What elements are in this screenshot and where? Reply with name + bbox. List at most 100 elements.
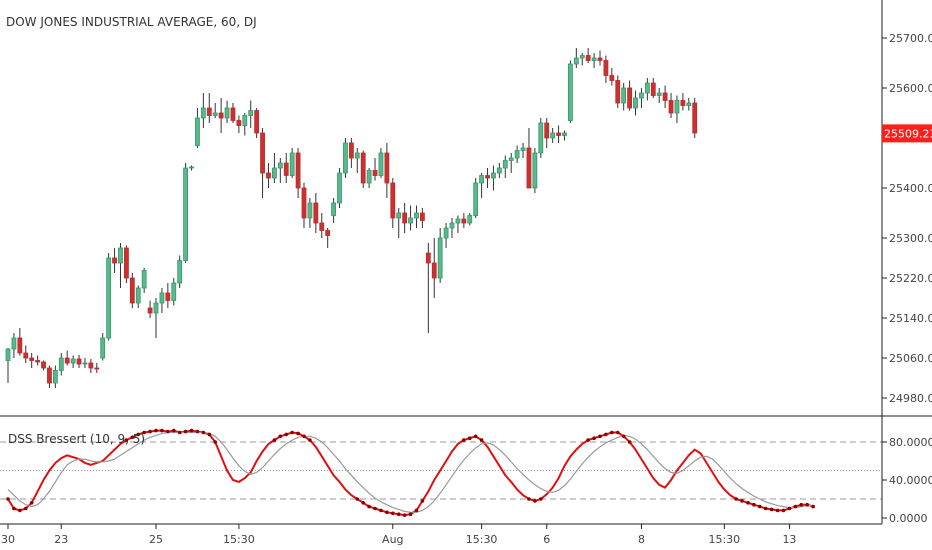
candle-body[interactable] bbox=[189, 166, 194, 169]
candle-body[interactable] bbox=[266, 172, 271, 179]
candle-body[interactable] bbox=[414, 212, 419, 219]
candle-body[interactable] bbox=[532, 152, 538, 189]
candle-body[interactable] bbox=[70, 358, 76, 364]
candle-body[interactable] bbox=[147, 307, 153, 314]
candle-body[interactable] bbox=[35, 360, 40, 363]
candle-body[interactable] bbox=[165, 292, 171, 301]
candle-body[interactable] bbox=[64, 357, 70, 364]
candle-body[interactable] bbox=[236, 120, 242, 126]
candle-body[interactable] bbox=[621, 87, 627, 104]
candle-body[interactable] bbox=[171, 282, 177, 301]
candle-body[interactable] bbox=[195, 117, 200, 146]
candle-body[interactable] bbox=[538, 122, 544, 154]
candle-body[interactable] bbox=[76, 358, 82, 365]
candle-body[interactable] bbox=[307, 202, 313, 219]
candle-body[interactable] bbox=[112, 257, 117, 264]
candle-body[interactable] bbox=[47, 367, 52, 384]
candle-body[interactable] bbox=[396, 212, 402, 219]
candle-body[interactable] bbox=[520, 147, 526, 151]
candle-body[interactable] bbox=[301, 187, 307, 219]
candle-body[interactable] bbox=[313, 202, 319, 224]
candle-body[interactable] bbox=[544, 122, 550, 139]
candle-body[interactable] bbox=[402, 212, 408, 224]
candle-body[interactable] bbox=[437, 237, 443, 279]
candle-body[interactable] bbox=[390, 182, 396, 219]
candle-body[interactable] bbox=[23, 352, 29, 359]
candle-body[interactable] bbox=[319, 222, 325, 231]
candle-body[interactable] bbox=[348, 142, 354, 159]
candle-body[interactable] bbox=[579, 55, 585, 59]
candle-body[interactable] bbox=[354, 152, 360, 159]
candle-body[interactable] bbox=[508, 157, 514, 161]
candle-body[interactable] bbox=[100, 337, 106, 359]
candle-body[interactable] bbox=[384, 152, 390, 184]
candle-body[interactable] bbox=[141, 270, 147, 289]
candle-body[interactable] bbox=[200, 107, 206, 119]
candle-body[interactable] bbox=[378, 152, 384, 176]
candle-body[interactable] bbox=[455, 218, 461, 224]
candle-body[interactable] bbox=[585, 55, 591, 61]
candle-body[interactable] bbox=[644, 82, 650, 94]
candle-body[interactable] bbox=[597, 57, 603, 61]
candle-body[interactable] bbox=[615, 80, 621, 104]
candle-body[interactable] bbox=[283, 162, 289, 176]
candle-body[interactable] bbox=[656, 92, 662, 96]
candle-body[interactable] bbox=[94, 367, 100, 370]
candle-body[interactable] bbox=[41, 361, 46, 369]
candle-body[interactable] bbox=[461, 218, 467, 224]
candle-body[interactable] bbox=[177, 260, 183, 284]
candle-body[interactable] bbox=[372, 170, 378, 176]
candle-body[interactable] bbox=[277, 162, 283, 169]
candle-body[interactable] bbox=[502, 160, 508, 169]
candle-body[interactable] bbox=[11, 337, 17, 350]
candle-body[interactable] bbox=[124, 247, 129, 279]
candle-body[interactable] bbox=[224, 107, 230, 119]
candle-body[interactable] bbox=[29, 357, 35, 361]
candle-body[interactable] bbox=[431, 262, 437, 279]
candle-body[interactable] bbox=[289, 152, 295, 176]
candle-body[interactable] bbox=[206, 107, 212, 116]
candle-body[interactable] bbox=[627, 87, 632, 109]
candle-body[interactable] bbox=[692, 102, 698, 134]
candle-body[interactable] bbox=[343, 142, 348, 174]
candle-body[interactable] bbox=[218, 112, 224, 119]
candle-body[interactable] bbox=[674, 100, 680, 114]
candle-body[interactable] bbox=[680, 100, 686, 106]
candle-body[interactable] bbox=[325, 230, 331, 236]
candle-body[interactable] bbox=[5, 348, 11, 361]
candle-body[interactable] bbox=[52, 370, 58, 384]
candle-body[interactable] bbox=[295, 152, 301, 189]
candle-body[interactable] bbox=[603, 60, 609, 76]
price-pane[interactable] bbox=[5, 48, 698, 388]
candle-body[interactable] bbox=[331, 202, 337, 216]
candle-body[interactable] bbox=[129, 277, 135, 304]
candle-body[interactable] bbox=[360, 152, 366, 184]
candle-body[interactable] bbox=[491, 172, 496, 179]
candle-body[interactable] bbox=[514, 150, 520, 159]
candle-body[interactable] bbox=[650, 82, 656, 96]
candle-body[interactable] bbox=[668, 100, 674, 114]
candle-body[interactable] bbox=[609, 75, 615, 81]
candle-body[interactable] bbox=[17, 337, 23, 354]
candle-body[interactable] bbox=[573, 57, 579, 65]
candle-body[interactable] bbox=[159, 292, 165, 304]
candle-body[interactable] bbox=[639, 92, 644, 99]
candle-body[interactable] bbox=[408, 217, 413, 224]
candle-body[interactable] bbox=[479, 175, 485, 184]
candle-body[interactable] bbox=[419, 212, 425, 221]
candle-body[interactable] bbox=[58, 357, 64, 371]
candle-body[interactable] bbox=[425, 252, 431, 264]
candle-body[interactable] bbox=[562, 132, 567, 136]
candle-body[interactable] bbox=[183, 167, 189, 261]
indicator-pane[interactable] bbox=[6, 428, 815, 517]
candle-body[interactable] bbox=[230, 107, 236, 121]
candle-body[interactable] bbox=[118, 247, 123, 264]
candle-body[interactable] bbox=[135, 287, 141, 304]
candle-body[interactable] bbox=[686, 102, 692, 106]
candle-body[interactable] bbox=[633, 97, 638, 109]
candle-body[interactable] bbox=[662, 92, 668, 101]
candle-body[interactable] bbox=[271, 167, 277, 179]
candle-body[interactable] bbox=[337, 172, 342, 204]
candle-body[interactable] bbox=[568, 63, 573, 121]
candle-body[interactable] bbox=[467, 215, 473, 224]
